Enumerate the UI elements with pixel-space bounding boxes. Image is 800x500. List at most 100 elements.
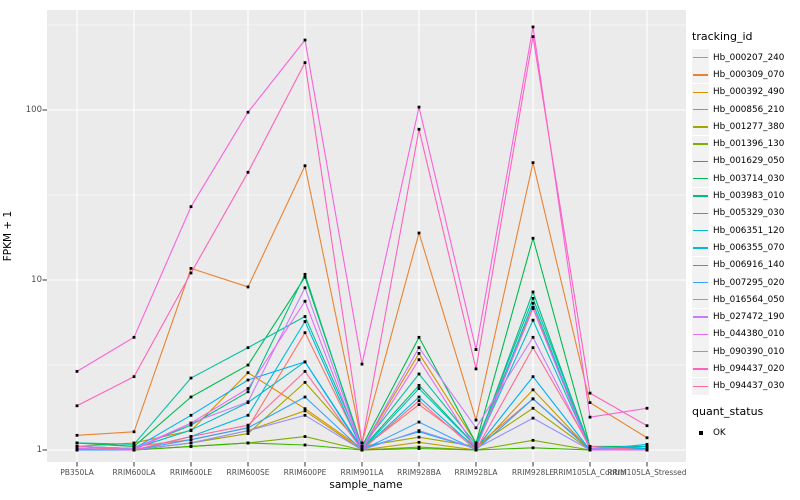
data-point — [588, 401, 592, 405]
legend-line-swatch — [693, 281, 708, 284]
data-point — [75, 444, 79, 448]
legend-line-swatch — [693, 247, 708, 249]
data-point — [417, 346, 421, 350]
legend-entry-label: Hb_000856_210 — [713, 104, 785, 115]
legend-line-swatch — [693, 350, 708, 353]
legend-line-swatch — [693, 143, 708, 145]
data-point — [645, 448, 649, 452]
data-point — [417, 429, 421, 433]
legend-line-swatch — [693, 126, 708, 128]
legend-entry-label: Hb_000207_240 — [713, 52, 785, 63]
x-tick-label: RRIM600PE — [283, 468, 327, 477]
black-square-point-icon — [698, 430, 703, 435]
legend-key-swatch — [692, 83, 709, 101]
data-point — [360, 444, 364, 448]
data-point — [246, 429, 250, 433]
data-point — [531, 397, 535, 401]
x-tick-label: RRIM600SE — [226, 468, 270, 477]
data-point — [360, 447, 364, 450]
legend-key-swatch — [692, 291, 709, 309]
legend-line-swatch — [693, 264, 708, 266]
y-tick-label: 1 — [36, 444, 42, 455]
data-point — [303, 395, 307, 399]
data-point — [303, 38, 307, 42]
data-point — [474, 426, 478, 430]
legend-entry-Hb_027472_190: Hb_027472_190 — [692, 308, 798, 326]
data-point — [645, 442, 649, 446]
data-point — [531, 161, 535, 165]
data-point — [531, 236, 535, 240]
legend-key-swatch — [692, 308, 709, 326]
data-point — [246, 423, 250, 427]
legend-key-swatch — [692, 66, 709, 84]
x-tick-label: RRIM105LA_Stressed — [607, 468, 687, 477]
data-point — [189, 205, 193, 209]
legend-key-swatch — [692, 274, 709, 291]
data-point — [75, 404, 79, 408]
data-point — [303, 331, 307, 335]
legend-entry-label: Hb_006916_140 — [713, 260, 785, 271]
data-point — [303, 435, 307, 438]
legend-entry-Hb_003714_030: Hb_003714_030 — [692, 170, 798, 188]
data-point — [303, 275, 307, 279]
data-point — [75, 433, 79, 437]
data-point — [303, 286, 307, 290]
legend-line-swatch — [693, 74, 708, 76]
data-point — [417, 383, 421, 387]
data-point — [303, 299, 307, 303]
legend-entry-label: Hb_044380_010 — [713, 329, 785, 340]
data-point — [303, 380, 307, 384]
data-point — [531, 318, 535, 322]
data-point — [588, 448, 592, 452]
legend-entry-label: Hb_000309_070 — [713, 69, 785, 80]
legend: tracking_id Hb_000207_240 Hb_000309_070 Hb… — [692, 30, 798, 441]
x-tick-label: RRIM105LA_Control — [553, 468, 627, 477]
legend-key-swatch — [692, 101, 709, 119]
data-point — [303, 369, 307, 373]
legend2-entries: OK — [692, 424, 798, 441]
legend-entry-label: Hb_000392_490 — [713, 87, 785, 98]
data-point — [645, 436, 649, 440]
data-point — [132, 448, 136, 452]
data-point — [189, 428, 193, 432]
x-tick-label: RRIM600LA — [112, 468, 156, 477]
data-point — [531, 416, 535, 420]
legend-line-swatch — [693, 56, 708, 59]
data-point — [417, 387, 421, 390]
legend-key-swatch — [692, 343, 709, 361]
legend-entries: Hb_000207_240 Hb_000309_070 Hb_000392_490 H… — [692, 49, 798, 395]
legend-entry-label: Hb_006351_120 — [713, 225, 785, 236]
data-point — [474, 418, 478, 422]
data-point — [246, 413, 250, 417]
data-point — [132, 430, 136, 434]
data-point — [531, 346, 535, 350]
legend-line-swatch — [693, 178, 708, 180]
legend-entry-label: Hb_006355_070 — [713, 242, 785, 253]
legend-line-swatch — [693, 91, 708, 93]
legend-key-swatch — [692, 170, 709, 188]
legend-line-swatch — [693, 299, 708, 301]
data-point — [531, 25, 535, 29]
x-tick-label: RRIM928BA — [397, 468, 441, 477]
data-point — [531, 438, 535, 442]
y-tick-label: 100 — [25, 104, 42, 115]
legend-line-swatch — [693, 333, 708, 336]
legend-entry-Hb_006351_120: Hb_006351_120 — [692, 222, 798, 240]
data-point — [531, 406, 535, 410]
data-point — [474, 442, 478, 446]
legend-entry-quant-OK: OK — [692, 424, 798, 441]
data-point — [417, 435, 421, 439]
data-point — [588, 444, 592, 448]
legend-line-swatch — [693, 385, 708, 387]
x-tick-label: RRIM600LE — [169, 468, 213, 477]
data-point — [303, 409, 307, 413]
data-point — [474, 444, 478, 448]
legend-entry-Hb_001629_050: Hb_001629_050 — [692, 152, 798, 170]
legend-entry-Hb_001277_380: Hb_001277_380 — [692, 118, 798, 136]
data-point — [246, 426, 250, 430]
data-point — [189, 267, 193, 270]
data-point — [645, 406, 649, 410]
legend-key-swatch — [692, 239, 709, 257]
plot-panel — [47, 10, 686, 462]
